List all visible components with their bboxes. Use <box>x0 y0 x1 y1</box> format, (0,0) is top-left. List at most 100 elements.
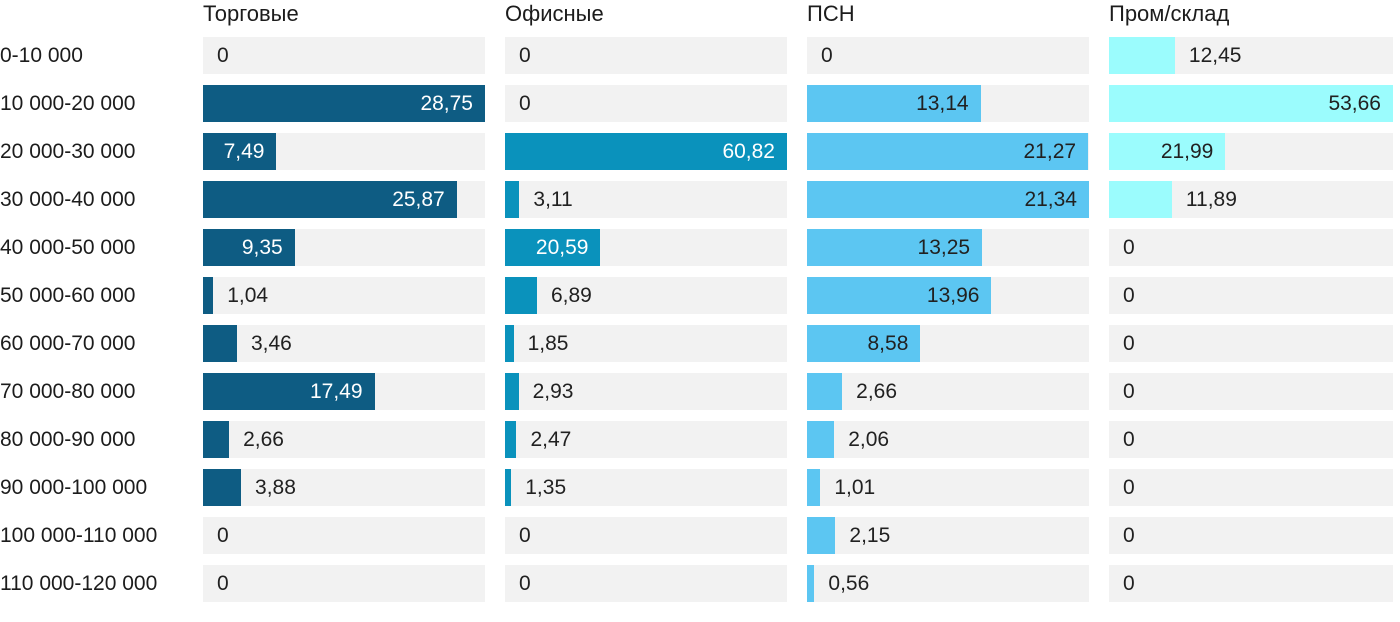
table-row: 0-10 000 0 0 0 12,45 <box>0 37 1400 74</box>
bar-track: 1,85 <box>505 325 787 362</box>
bar <box>505 181 520 218</box>
column-header-prom-sklad: Пром/склад <box>1109 1 1230 26</box>
bar-track: 7,49 <box>203 133 485 170</box>
table-row: 90 000-100 000 3,88 1,35 1,01 0 <box>0 469 1400 506</box>
bar-value: 0 <box>1123 236 1135 259</box>
chart-rows: 0-10 000 0 0 0 12,45 10 000-20 000 28,75 0 13,14… <box>0 37 1400 602</box>
column-header-torgovye: Торговые <box>203 1 299 26</box>
bar-track: 0 <box>1109 277 1393 314</box>
bar-value: 21,27 <box>1023 140 1077 163</box>
bar-track: 28,75 <box>203 85 485 122</box>
row-label: 80 000-90 000 <box>0 428 136 451</box>
bar-track: 0 <box>1109 469 1393 506</box>
bar <box>1109 181 1172 218</box>
bar-track: 11,89 <box>1109 181 1393 218</box>
bar <box>807 133 1089 170</box>
bar-track: 2,15 <box>807 517 1089 554</box>
bar-value: 0 <box>1123 524 1135 547</box>
bar-value: 2,06 <box>848 428 890 451</box>
bar-track: 2,93 <box>505 373 787 410</box>
bar-track: 0 <box>203 37 485 74</box>
bar-value: 2,47 <box>530 428 572 451</box>
bar-track: 3,11 <box>505 181 787 218</box>
bar-value: 3,88 <box>255 476 296 499</box>
bar-track: 2,66 <box>203 421 485 458</box>
bar-track: 25,87 <box>203 181 485 218</box>
bar-track: 13,96 <box>807 277 1089 314</box>
table-row: 60 000-70 000 3,46 1,85 8,58 0 <box>0 325 1400 362</box>
bar <box>505 229 601 266</box>
bar-track: 0 <box>1109 565 1393 602</box>
bar <box>505 469 512 506</box>
row-label: 70 000-80 000 <box>0 380 136 403</box>
bar-track: 0 <box>203 517 485 554</box>
bar-value: 2,93 <box>532 380 574 403</box>
bar-value: 0 <box>1123 332 1135 355</box>
bar <box>505 277 537 314</box>
bar <box>807 325 921 362</box>
table-row: 80 000-90 000 2,66 2,47 2,06 0 <box>0 421 1400 458</box>
table-row: 100 000-110 000 0 0 2,15 0 <box>0 517 1400 554</box>
row-label: 110 000-120 000 <box>0 572 158 595</box>
bar-track: 0 <box>1109 373 1393 410</box>
bar-value: 12,45 <box>1188 44 1242 67</box>
bar-value: 11,89 <box>1185 188 1237 211</box>
column-headers: Торговые Офисные ПСН Пром/склад <box>0 0 1400 37</box>
bar <box>203 277 214 314</box>
bar <box>203 421 230 458</box>
bar-track: 21,99 <box>1109 133 1393 170</box>
bar-track: 1,35 <box>505 469 787 506</box>
bar-value: 0 <box>519 524 531 547</box>
bar-track: 17,49 <box>203 373 485 410</box>
bar-value: 0 <box>519 44 531 67</box>
row-label: 30 000-40 000 <box>0 188 136 211</box>
row-label: 60 000-70 000 <box>0 332 136 355</box>
bar-track: 8,58 <box>807 325 1089 362</box>
bar-track: 0 <box>203 565 485 602</box>
bar-value: 28,75 <box>420 92 473 115</box>
bar-track: 2,47 <box>505 421 787 458</box>
bar-value: 7,49 <box>223 140 265 163</box>
bar <box>807 85 981 122</box>
bar-value: 1,35 <box>525 476 567 499</box>
bar-value: 2,66 <box>243 428 284 451</box>
bar-track: 20,59 <box>505 229 787 266</box>
bar <box>505 373 519 410</box>
bar-track: 0 <box>505 85 787 122</box>
bar <box>203 373 375 410</box>
row-label: 90 000-100 000 <box>0 476 148 499</box>
bar <box>203 469 242 506</box>
bar <box>1109 85 1393 122</box>
bar <box>505 133 787 170</box>
bar-value: 13,14 <box>916 92 969 115</box>
bar-track: 0 <box>505 37 787 74</box>
row-label: 50 000-60 000 <box>0 284 136 307</box>
bar-track: 2,06 <box>807 421 1089 458</box>
bar-value: 0 <box>217 524 229 547</box>
bar-track: 12,45 <box>1109 37 1393 74</box>
bar-track: 1,04 <box>203 277 485 314</box>
bar-value: 0 <box>519 572 531 595</box>
table-row: 40 000-50 000 9,35 20,59 13,25 0 <box>0 229 1400 266</box>
bar <box>807 229 983 266</box>
bar-value: 9,35 <box>241 236 283 259</box>
bar-value: 0 <box>217 44 229 67</box>
column-header-psn: ПСН <box>807 1 855 26</box>
row-label: 100 000-110 000 <box>0 524 158 547</box>
bar-value: 13,96 <box>926 284 980 307</box>
bar-track: 0 <box>1109 325 1393 362</box>
bar <box>203 229 295 266</box>
bar-track: 21,27 <box>807 133 1089 170</box>
bar-value: 21,99 <box>1160 140 1214 163</box>
bar-track: 6,89 <box>505 277 787 314</box>
bar-track: 9,35 <box>203 229 485 266</box>
bar-value: 1,04 <box>227 284 269 307</box>
bar <box>807 421 835 458</box>
bar-track: 2,66 <box>807 373 1089 410</box>
table-row: 20 000-30 000 7,49 60,82 21,27 21,99 <box>0 133 1400 170</box>
bar <box>505 421 517 458</box>
bar-value: 0 <box>1123 428 1135 451</box>
bar <box>505 325 514 362</box>
bar-track: 0 <box>1109 421 1393 458</box>
bar-value: 20,59 <box>535 236 589 259</box>
